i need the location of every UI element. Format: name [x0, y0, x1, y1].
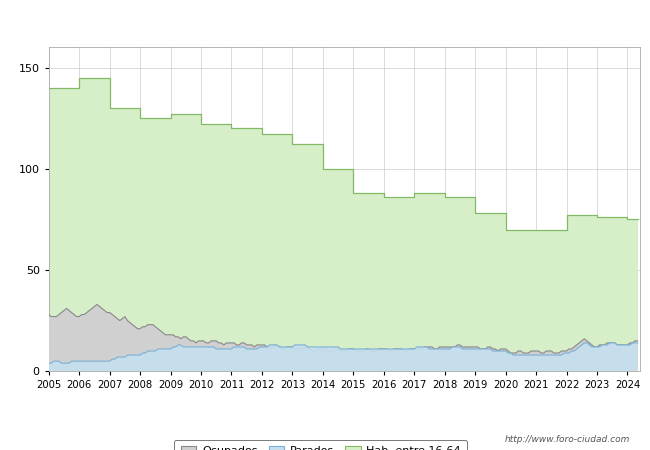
Legend: Ocupados, Parados, Hab. entre 16-64: Ocupados, Parados, Hab. entre 16-64 [174, 440, 467, 450]
Text: Tubilla del Agua - Evolucion de la poblacion en edad de Trabajar Mayo de 2024: Tubilla del Agua - Evolucion de la pobla… [84, 12, 566, 25]
Text: http://www.foro-ciudad.com: http://www.foro-ciudad.com [505, 435, 630, 444]
